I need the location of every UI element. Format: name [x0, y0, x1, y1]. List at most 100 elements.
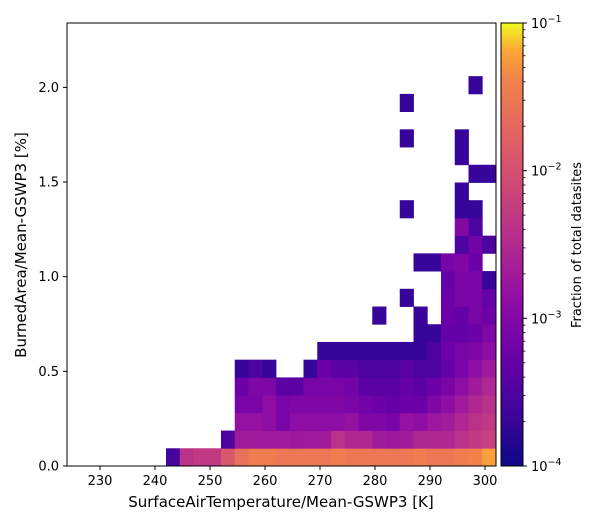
heatmap-cell — [262, 395, 277, 414]
heatmap-cell — [468, 217, 483, 237]
colorbar-tick-label: 10−2 — [531, 162, 562, 180]
heatmap-cell — [441, 341, 456, 361]
heatmap-cell — [358, 412, 373, 431]
heatmap-cell — [399, 288, 414, 307]
heatmap-cell — [454, 182, 469, 201]
heatmap-cell — [303, 448, 318, 467]
heatmap-cell — [399, 448, 414, 467]
heatmap-cell — [248, 430, 263, 449]
heatmap-cell — [454, 359, 469, 378]
heatmap-cell — [276, 377, 291, 396]
x-axis-ticks: 230 240 250 260 270 280 290 300 — [88, 466, 498, 489]
heatmap-cell — [331, 412, 346, 431]
x-tick-label: 290 — [418, 474, 443, 489]
y-axis-ticks: 0.0 0.5 1.0 1.5 2.0 — [38, 81, 67, 475]
heatmap-cell — [468, 395, 483, 414]
heatmap-cell — [358, 341, 373, 361]
y-tick-label: 1.0 — [38, 270, 59, 285]
y-axis-label: BurnedArea/Mean-GSWP3 [%] — [12, 132, 30, 358]
heatmap-cell — [441, 359, 456, 378]
heatmap-cell — [289, 395, 304, 414]
heatmap-cell — [358, 377, 373, 396]
x-tick-label: 250 — [198, 474, 223, 489]
heatmap-cell — [289, 430, 304, 449]
heatmap-cell — [441, 412, 456, 431]
heatmap-cell — [482, 359, 497, 378]
heatmap-cell — [454, 271, 469, 290]
heatmap-cell — [234, 395, 249, 414]
heatmap-cell — [317, 359, 332, 378]
heatmap-cell — [386, 412, 401, 431]
heatmap-cell — [234, 412, 249, 431]
heatmap-cell — [372, 359, 387, 378]
heatmap-cell — [413, 430, 428, 449]
heatmap-cell — [441, 288, 456, 307]
heatmap-cell — [262, 359, 277, 378]
heatmap-cell — [303, 359, 318, 378]
heatmap-cell — [372, 448, 387, 467]
heatmap-cell — [317, 448, 332, 467]
heatmap-cell — [399, 377, 414, 396]
heatmap-cell — [344, 412, 359, 431]
heatmap-cell — [331, 448, 346, 467]
heatmap-cell — [289, 448, 304, 467]
heatmap-cell — [276, 412, 291, 431]
heatmap-cell — [372, 412, 387, 431]
heatmap-cell — [289, 377, 304, 396]
heatmap-cell — [303, 412, 318, 431]
heatmap-cell — [166, 448, 181, 467]
heatmap-cell — [248, 448, 263, 467]
heatmap-cell — [482, 412, 497, 431]
heatmap-cell — [413, 412, 428, 431]
heatmap-cell — [468, 271, 483, 290]
heatmap-cell — [413, 253, 428, 272]
heatmap-cell — [454, 253, 469, 272]
heatmap-cell — [427, 448, 442, 467]
heatmap-cell — [482, 235, 497, 254]
heatmap-cell — [221, 448, 236, 467]
heatmap-cell — [413, 341, 428, 361]
heatmap-cell — [468, 235, 483, 254]
heatmap-cell — [468, 430, 483, 449]
x-tick-label: 300 — [473, 474, 498, 489]
heatmap-cell — [441, 306, 456, 325]
x-tick-label: 280 — [363, 474, 388, 489]
heatmap-cell — [454, 395, 469, 414]
heatmap-cell — [454, 341, 469, 361]
heatmap-cell — [179, 448, 194, 467]
colorbar — [500, 22, 524, 467]
heatmap-cell — [482, 377, 497, 396]
heatmap-cell — [234, 448, 249, 467]
heatmap-cell — [262, 412, 277, 431]
colorbar-label: Fraction of total datasites — [570, 162, 585, 328]
heatmap-cell — [427, 395, 442, 414]
heatmap-cell — [234, 359, 249, 378]
x-axis-label: SurfaceAirTemperature/Mean-GSWP3 [K] — [128, 493, 434, 511]
colorbar-ticks: 10−1 10−2 10−3 10−4 — [523, 14, 562, 475]
heatmap-cell — [413, 395, 428, 414]
heatmap-cell — [468, 76, 483, 95]
heatmap-cell — [441, 377, 456, 396]
heatmap-cell — [441, 271, 456, 290]
heatmap-cell — [372, 430, 387, 449]
heatmap-cell — [427, 253, 442, 272]
heatmap-cell — [454, 412, 469, 431]
heatmap-cell — [413, 306, 428, 325]
heatmap-cell — [427, 341, 442, 361]
heatmap-cell — [454, 324, 469, 343]
heatmap-cell — [317, 377, 332, 396]
heatmap-cell — [248, 359, 263, 378]
heatmap-cell — [344, 395, 359, 414]
heatmap-cell — [262, 448, 277, 467]
heatmap-cell — [441, 430, 456, 449]
heatmap-cell — [303, 377, 318, 396]
heatmap-cell — [482, 288, 497, 307]
heatmap-cell — [441, 253, 456, 272]
heatmap-cell — [413, 359, 428, 378]
heatmap-cell — [468, 412, 483, 431]
y-tick-label: 1.5 — [38, 176, 59, 191]
colorbar-tick-label: 10−3 — [531, 309, 562, 327]
heatmap-cell — [413, 377, 428, 396]
heatmap-cell — [441, 448, 456, 467]
